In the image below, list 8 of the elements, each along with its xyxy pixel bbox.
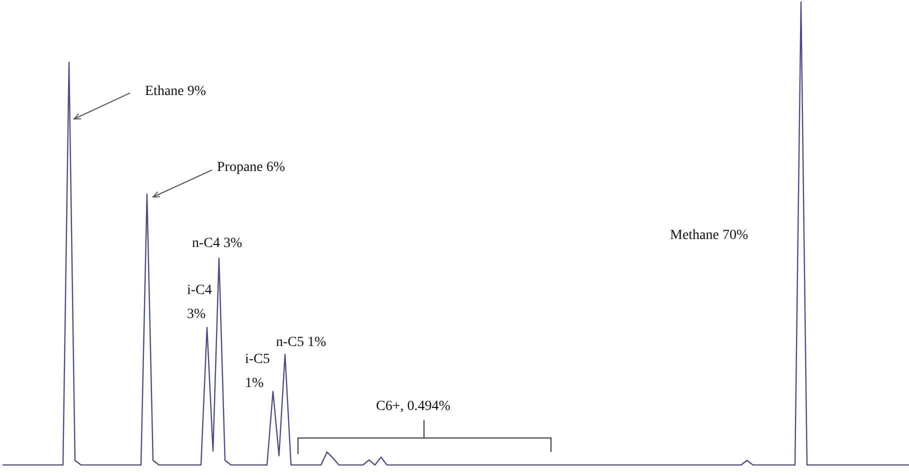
annotation: Ethane 9% (145, 84, 206, 99)
annotation: n-C5 1% (276, 335, 326, 350)
annotation: C6+, 0.494% (376, 399, 451, 414)
annotation: n-C4 3% (192, 236, 242, 251)
annotation: i-C5 1% (245, 352, 270, 391)
annotation: Propane 6% (217, 160, 286, 175)
annotation: Methane 70% (670, 228, 748, 243)
annotation: i-C4 3% (187, 283, 212, 322)
